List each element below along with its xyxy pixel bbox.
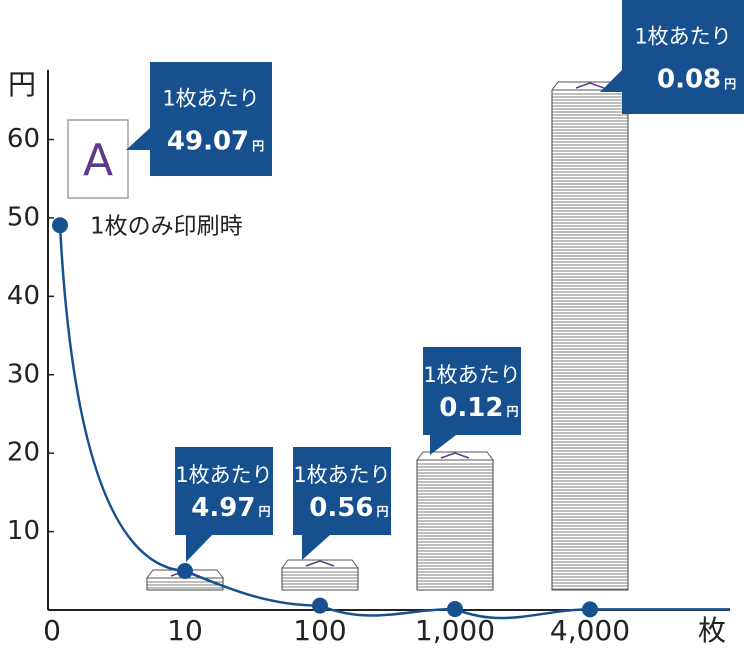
callout-pointer [302, 535, 330, 560]
callout: 1枚あたり 4.97 円 [175, 447, 273, 562]
value-label: 49.07 [167, 126, 249, 156]
callout: 1枚あたり 49.07 円 [126, 62, 272, 176]
annotation: 1枚のみ印刷時 [90, 214, 243, 240]
callout-label: 1枚あたり [423, 363, 520, 387]
callout-box [622, 0, 744, 114]
callout-box [175, 447, 273, 535]
stack-mark [440, 452, 470, 459]
data-point [177, 563, 193, 580]
value-label: 0.08 [657, 64, 721, 94]
stack-top [281, 559, 359, 569]
stack-mark [305, 560, 335, 567]
y-tick-label: 40 [7, 281, 40, 311]
value-label: 0.56 [309, 493, 373, 523]
paper-stack [281, 559, 359, 591]
y-tick-label: 20 [7, 438, 40, 468]
value-label: 4.97 [191, 493, 255, 523]
paper-stack [551, 81, 629, 591]
x-tick-label: 0 [43, 614, 61, 647]
callout: 1枚あたり 0.08 円 [600, 0, 744, 114]
value-unit: 円 [376, 505, 388, 519]
callout-label: 1枚あたり [175, 463, 272, 487]
callout: 1枚あたり 0.56 円 [293, 447, 391, 560]
data-point [582, 601, 598, 618]
value-label: 0.12 [439, 393, 503, 423]
paper-sheet [67, 119, 129, 199]
callout-label: 1枚あたり [634, 25, 731, 49]
data-point [52, 217, 68, 234]
y-axis-label: 円 [8, 68, 36, 101]
x-tick-label: 100 [293, 614, 346, 647]
x-axis-label: 枚 [698, 614, 726, 647]
x-tick-label: 4,000 [550, 614, 630, 647]
y-tick-label: 10 [7, 516, 40, 546]
callout-pointer [126, 128, 150, 150]
paper-stack [416, 451, 494, 591]
x-tick-label: 1,000 [415, 614, 495, 647]
stack-body [416, 459, 494, 591]
callout-pointer [600, 70, 622, 92]
stack-top [416, 451, 494, 461]
y-tick-label: 60 [7, 124, 40, 154]
callout: 1枚あたり 0.12 円 [423, 347, 521, 455]
value-unit: 円 [252, 139, 264, 153]
value-unit: 円 [506, 405, 518, 419]
value-unit: 円 [258, 505, 270, 519]
callout-label: 1枚あたり [293, 463, 390, 487]
callout-pointer [430, 435, 456, 455]
value-unit: 円 [724, 77, 736, 91]
data-point [447, 601, 463, 618]
y-tick-label: 50 [7, 202, 40, 232]
data-point [312, 597, 328, 614]
price-curve [58, 225, 730, 620]
stack-mark [575, 82, 605, 89]
paper-letter: A [83, 135, 113, 186]
callout-box [293, 447, 391, 535]
x-tick-label: 10 [167, 614, 203, 647]
callout-label: 1枚あたり [162, 87, 259, 111]
y-tick-label: 30 [7, 359, 40, 389]
callout-pointer [186, 535, 212, 562]
callout-box [423, 347, 521, 435]
callout-box [150, 62, 272, 176]
